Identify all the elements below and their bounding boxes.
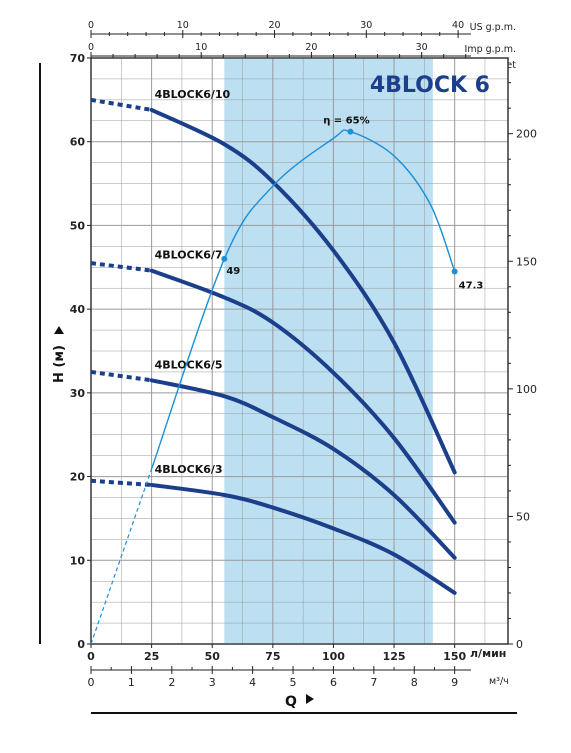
y-feet-tick-label: 150 bbox=[516, 255, 537, 268]
plot-border bbox=[90, 57, 509, 645]
impgpm-tick-label: 30 bbox=[416, 42, 428, 53]
y-feet-tick-label: 200 bbox=[516, 128, 537, 141]
y-tick-label: 70 bbox=[70, 52, 86, 65]
efficiency-label: 47.3 bbox=[459, 280, 484, 291]
y-tick-label: 30 bbox=[70, 387, 86, 400]
head-curve bbox=[149, 482, 457, 595]
usgpm-tick-label: 20 bbox=[269, 20, 281, 31]
head-curve bbox=[149, 268, 457, 525]
usgpm-tick-label: 30 bbox=[360, 20, 372, 31]
curve-label: 4BLOCK6/3 bbox=[155, 463, 223, 476]
up-arrow-icon bbox=[54, 326, 64, 334]
y-tick-label: 50 bbox=[70, 219, 86, 232]
y-tick-label: 20 bbox=[70, 471, 86, 484]
x-axis-title: Q bbox=[285, 694, 297, 710]
y-feet-tick-label: 0 bbox=[516, 638, 523, 651]
x-tick-label: 25 bbox=[144, 650, 159, 663]
x-m3h-tick-label: 8 bbox=[411, 676, 418, 689]
x-m3h-tick-label: 7 bbox=[370, 676, 377, 689]
y-axis-title-text: H (м) bbox=[52, 345, 67, 383]
y-feet-tick-label: 100 bbox=[516, 383, 537, 396]
curve-label: 4BLOCK6/10 bbox=[155, 88, 231, 101]
y-tick-label: 10 bbox=[70, 554, 86, 567]
y-axis-feet-ticks: 0 50 100 150 200 bbox=[508, 82, 537, 651]
y-tick-label: 40 bbox=[70, 303, 86, 316]
usgpm-tick-label: 40 bbox=[452, 20, 464, 31]
impgpm-tick-label: 10 bbox=[195, 42, 207, 53]
efficiency-curve-dashed bbox=[90, 468, 153, 645]
impgpm-tick-label: 0 bbox=[88, 42, 94, 53]
efficiency-point bbox=[451, 268, 458, 275]
head-curve-dashed bbox=[90, 478, 152, 487]
y-tick-label: 60 bbox=[70, 136, 86, 149]
x-m3h-tick-label: 1 bbox=[128, 676, 135, 689]
x-m3h-tick-label: 0 bbox=[88, 676, 95, 689]
right-arrow-icon bbox=[306, 694, 314, 704]
y-feet-tick-label: 50 bbox=[516, 510, 530, 523]
head-curve-dashed bbox=[90, 369, 152, 383]
curve-label: 4BLOCK6/5 bbox=[155, 358, 223, 371]
efficiency-label: η = 65% bbox=[323, 116, 369, 127]
efficiency-point bbox=[221, 255, 228, 262]
usgpm-tick-label: 10 bbox=[177, 20, 189, 31]
usgpm-ticks: 0 10 20 30 40 bbox=[88, 20, 464, 38]
efficiency-point bbox=[347, 128, 354, 135]
impgpm-tick-label: 20 bbox=[305, 42, 317, 53]
x-tick-label: 50 bbox=[205, 650, 221, 663]
y-tick-label: 0 bbox=[77, 638, 85, 651]
efficiency-curve-group: 49 η = 65% 47.3 bbox=[90, 116, 484, 645]
x-m3h-tick-label: 9 bbox=[451, 676, 458, 689]
x-tick-label: 150 bbox=[443, 650, 466, 663]
x-tick-label: 125 bbox=[383, 650, 406, 663]
y-axis-meters-ticks: 0 10 20 30 40 50 60 70 bbox=[70, 52, 91, 651]
x-axis-m3h-ticks: 0 1 2 3 4 5 6 7 8 9 bbox=[88, 666, 458, 689]
impgpm-label: Imp g.p.m. bbox=[465, 44, 516, 55]
impgpm-ticks: 0 10 20 30 bbox=[88, 42, 467, 58]
x-tick-label: 0 bbox=[87, 650, 95, 663]
y-axis-title: H (м) bbox=[52, 326, 67, 383]
x-axis-lmin-ticks: 0 25 50 75 100 125 150 bbox=[87, 644, 466, 663]
x-m3h-tick-label: 3 bbox=[209, 676, 216, 689]
x-m3h-tick-label: 5 bbox=[290, 676, 297, 689]
head-curve bbox=[149, 107, 457, 475]
head-curve-dashed bbox=[90, 97, 152, 112]
usgpm-label: US g.p.m. bbox=[470, 22, 516, 33]
x-axis-lmin-label: л/мин bbox=[470, 647, 506, 660]
x-axis-m3h-label: м³/ч bbox=[489, 676, 509, 687]
efficiency-curve bbox=[150, 129, 456, 470]
x-tick-label: 100 bbox=[322, 650, 345, 663]
x-m3h-tick-label: 4 bbox=[249, 676, 256, 689]
x-tick-label: 75 bbox=[265, 650, 280, 663]
x-m3h-tick-label: 2 bbox=[168, 676, 175, 689]
chart-title: 4BLOCK 6 bbox=[370, 73, 490, 98]
curve-label: 4BLOCK6/7 bbox=[155, 249, 223, 262]
usgpm-tick-label: 0 bbox=[88, 20, 94, 31]
x-m3h-tick-label: 6 bbox=[330, 676, 337, 689]
head-curve bbox=[149, 378, 457, 560]
head-curves: 4BLOCK6/10 4BLOCK6/7 4BLOCK6/5 4BLOCK6/3 bbox=[90, 88, 457, 595]
efficiency-label: 49 bbox=[226, 266, 240, 277]
head-curve-dashed bbox=[90, 261, 152, 273]
